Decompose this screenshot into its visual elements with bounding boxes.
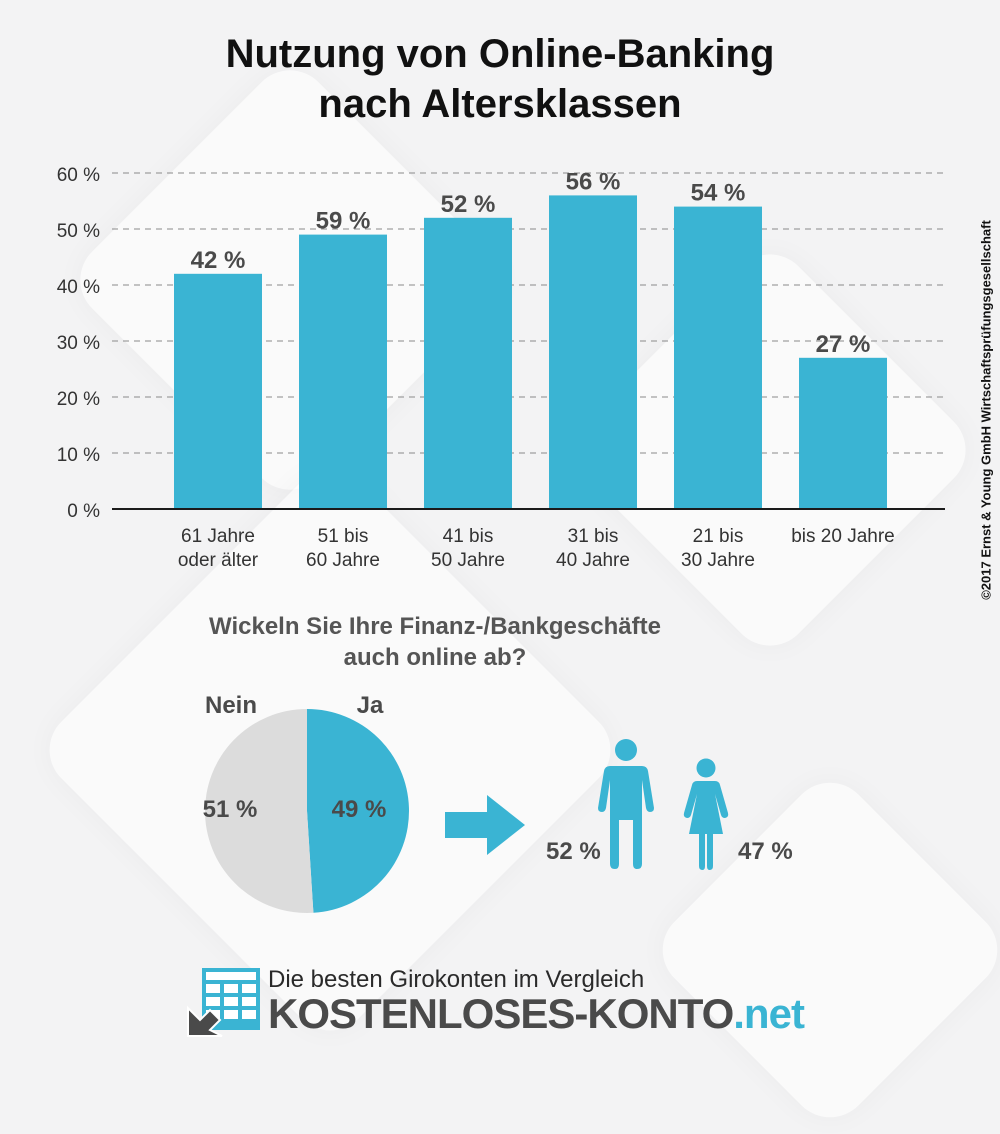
x-tick-label: oder älter — [178, 550, 259, 571]
bar — [674, 206, 762, 509]
pie-chart: 51 % 49 % Nein Ja — [203, 692, 410, 913]
footer-brand-tld: .net — [733, 990, 805, 1037]
bar-value-label: 52 % — [441, 191, 496, 218]
bar — [299, 234, 387, 509]
footer-tagline: Die besten Girokonten im Vergleich — [268, 966, 645, 993]
bar-chart: 0 % 10 % 20 % 30 % 40 % 50 % 60 % 42 % 61 Jahre o… — [57, 165, 945, 571]
x-tick-label: 61 Jahre — [181, 526, 255, 547]
bar-value-label: 42 % — [191, 247, 246, 274]
footer-brand: KOSTENLOSES-KONTO.net — [268, 990, 805, 1038]
pie-slice-no — [205, 709, 314, 913]
female-percentage: 47 % — [738, 838, 793, 865]
x-tick-label: 41 bis — [443, 526, 494, 547]
x-tick-label: 51 bis — [318, 526, 369, 547]
arrow-right-icon — [445, 795, 525, 855]
pie-legend-yes: Ja — [357, 692, 384, 719]
bar — [424, 217, 512, 510]
x-tick-label: bis 20 Jahre — [791, 526, 895, 547]
bar — [549, 195, 637, 509]
pie-legend-no: Nein — [205, 692, 257, 719]
bar — [174, 273, 262, 509]
y-tick-label: 10 % — [57, 445, 100, 466]
pie-label-yes-value: 49 % — [332, 796, 387, 823]
pie-label-no-value: 51 % — [203, 796, 258, 823]
x-tick-label: 50 Jahre — [431, 550, 505, 571]
woman-icon — [683, 758, 729, 870]
bar-value-label: 54 % — [691, 180, 746, 207]
bar-value-label: 27 % — [816, 331, 871, 358]
ledger-logo-icon — [187, 968, 260, 1037]
x-tick-label: 21 bis — [693, 526, 744, 547]
y-tick-label: 40 % — [57, 277, 100, 298]
chart-title-line1: Nutzung von Online-Banking — [225, 32, 775, 76]
x-tick-label: 30 Jahre — [681, 550, 755, 571]
y-tick-label: 50 % — [57, 221, 100, 242]
male-percentage: 52 % — [546, 838, 601, 865]
x-tick-label: 31 bis — [568, 526, 619, 547]
y-tick-label: 30 % — [57, 333, 100, 354]
y-tick-label: 20 % — [57, 389, 100, 410]
x-tick-label: 60 Jahre — [306, 550, 380, 571]
bar-value-label: 56 % — [566, 168, 621, 195]
chart-title-line2: nach Altersklassen — [318, 82, 682, 126]
bar-value-label: 59 % — [316, 208, 371, 235]
pie-question-line1: Wickeln Sie Ihre Finanz-/Bankgeschäfte — [209, 613, 661, 640]
pie-slice-yes — [307, 709, 410, 913]
x-tick-label: 40 Jahre — [556, 550, 630, 571]
y-tick-label: 60 % — [57, 165, 100, 186]
copyright-notice: ©2017 Ernst & Young GmbH Wirtschaftsprüf… — [978, 220, 994, 600]
footer-brand-name: KOSTENLOSES-KONTO — [268, 990, 734, 1037]
pie-question-line2: auch online ab? — [343, 644, 527, 671]
y-tick-label: 0 % — [67, 501, 100, 522]
man-icon — [598, 739, 654, 869]
bar — [799, 357, 887, 509]
